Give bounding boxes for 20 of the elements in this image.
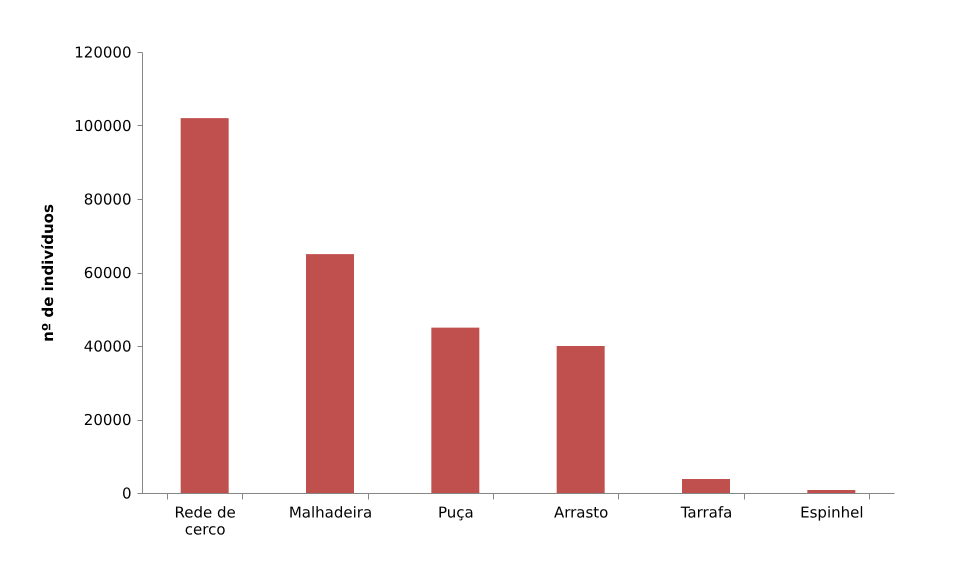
bar (682, 479, 730, 493)
x-tick-label: Espinhel (800, 504, 864, 522)
bar (556, 346, 605, 493)
y-tick-label: 80000 (84, 190, 132, 208)
x-tick-label: Rede de cerco (174, 504, 236, 538)
y-tick-label: 100000 (74, 117, 132, 135)
bar (180, 118, 229, 493)
y-tick-label: 40000 (84, 338, 132, 356)
y-tick-label: 20000 (84, 411, 132, 429)
x-tick-label: Puça (438, 504, 474, 522)
x-tick-label: Tarrafa (680, 504, 732, 522)
bar (431, 328, 480, 493)
x-tick-label: Malhadeira (288, 504, 372, 522)
x-tick-label: Arrasto (554, 504, 608, 522)
bar (807, 490, 856, 493)
y-tick-label: 0 (122, 484, 132, 502)
y-tick-label: 120000 (74, 44, 132, 62)
y-axis-title: nº de indivíduos (39, 204, 58, 342)
bar (306, 254, 354, 493)
y-tick-label: 60000 (84, 264, 132, 282)
